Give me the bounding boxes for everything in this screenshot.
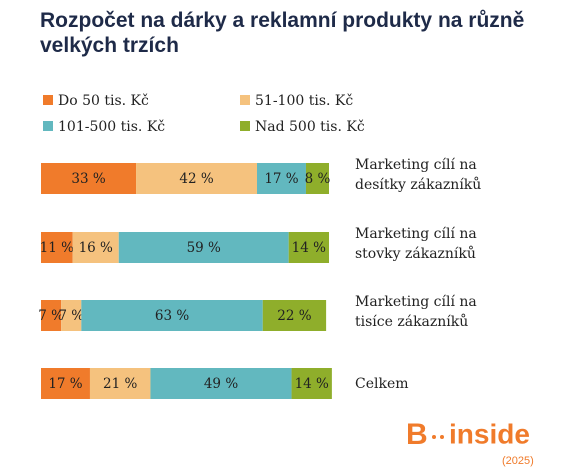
bar-segment: [81, 300, 263, 331]
value-label: 8 %: [305, 171, 331, 187]
bar-segment: [288, 232, 329, 263]
value-label: 33 %: [71, 171, 105, 187]
legend-label: 101-500 tis. Kč: [58, 119, 165, 135]
logo: B inside (2025): [406, 418, 534, 467]
value-label: 7 %: [58, 308, 84, 324]
value-label: 59 %: [187, 240, 221, 256]
legend-swatch: [43, 95, 53, 105]
value-label: 7 %: [38, 308, 64, 324]
value-label: 14 %: [292, 240, 326, 256]
value-label: 11 %: [40, 240, 74, 256]
bar-segment: [61, 300, 82, 331]
value-label: 17 %: [48, 376, 82, 392]
bar-segment: [41, 163, 137, 194]
legend-swatch: [43, 121, 53, 131]
category-label: Celkem: [355, 375, 409, 392]
legend-label: 51-100 tis. Kč: [255, 93, 353, 109]
bar-segment: [291, 368, 332, 399]
value-label: 49 %: [204, 376, 238, 392]
logo-year: (2025): [502, 455, 534, 467]
value-label: 14 %: [295, 376, 329, 392]
category-label: Marketing cílí na desítky zákazníků: [355, 156, 482, 193]
value-label: 17 %: [264, 171, 298, 187]
value-label: 22 %: [277, 308, 311, 324]
bar-segment: [41, 300, 62, 331]
value-label: 42 %: [179, 171, 213, 187]
bar-segment: [150, 368, 292, 399]
category-label: Marketing cílí na tisíce zákazníků: [355, 293, 477, 330]
legend-label: Nad 500 tis. Kč: [255, 119, 365, 135]
legend-swatch: [240, 95, 250, 105]
logo-dot: [432, 435, 436, 439]
value-label: 63 %: [155, 308, 189, 324]
legend-label: Do 50 tis. Kč: [58, 93, 149, 109]
logo-dot: [440, 435, 444, 439]
bar-segment: [41, 232, 73, 263]
bar-segment: [136, 163, 257, 194]
bar-segment: [118, 232, 289, 263]
bar-segment: [257, 163, 306, 194]
bar-segment: [89, 368, 151, 399]
logo-word: inside: [449, 418, 530, 449]
legend-swatch: [240, 121, 250, 131]
category-label: Marketing cílí na stovky zákazníků: [355, 225, 477, 262]
chart-title: Rozpočet na dárky a reklamní produkty na…: [40, 9, 525, 57]
value-label: 16 %: [79, 240, 113, 256]
logo-letter: B: [406, 418, 428, 451]
bar-segment: [72, 232, 119, 263]
bar-segment: [305, 163, 329, 194]
value-label: 21 %: [103, 376, 137, 392]
bar-segment: [41, 368, 90, 399]
bar-segment: [262, 300, 327, 331]
